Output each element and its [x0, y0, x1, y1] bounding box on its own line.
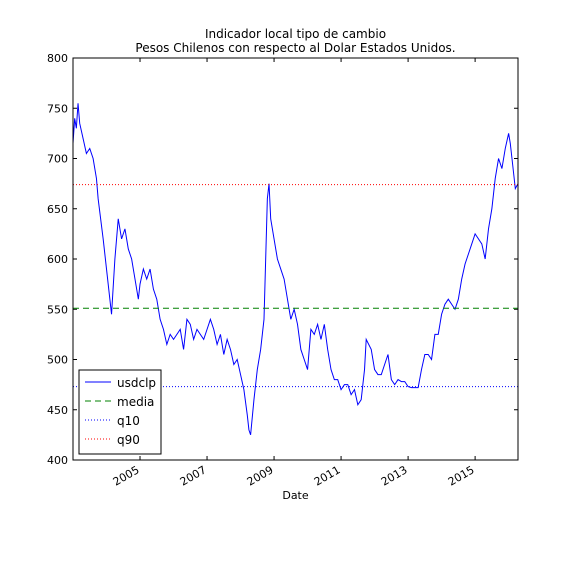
y-tick-label: 400 — [47, 454, 68, 467]
legend-label: usdclp — [117, 376, 156, 390]
y-tick-label: 650 — [47, 203, 68, 216]
y-tick-label: 700 — [47, 153, 68, 166]
chart-title: Indicador local tipo de cambio — [205, 27, 386, 41]
legend-box — [78, 369, 162, 455]
y-tick-label: 800 — [47, 52, 68, 65]
y-tick-label: 450 — [47, 404, 68, 417]
x-axis-label: Date — [282, 489, 309, 502]
legend-label: q90 — [117, 433, 140, 447]
plot-frame — [72, 57, 519, 461]
chart-subtitle: Pesos Chilenos con respecto al Dolar Est… — [135, 41, 455, 55]
y-tick-label: 500 — [47, 354, 68, 367]
y-tick-label: 550 — [47, 303, 68, 316]
legend-label: media — [117, 395, 154, 409]
y-tick-label: 600 — [47, 253, 68, 266]
y-tick-label: 750 — [47, 102, 68, 115]
legend-label: q10 — [117, 414, 140, 428]
series-line — [72, 103, 519, 436]
